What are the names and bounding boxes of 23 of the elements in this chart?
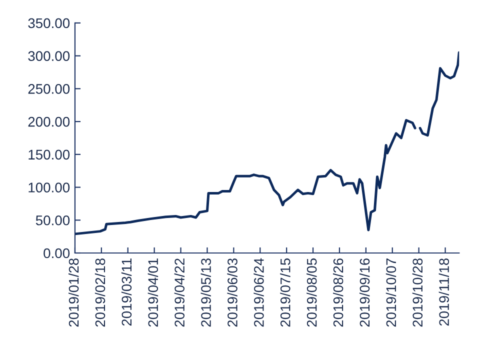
x-tick-label: 2019/04/01	[148, 258, 158, 327]
y-tick-label: 200.00	[28, 116, 70, 127]
x-tick-label: 2019/08/05	[306, 258, 317, 327]
y-tick-label: 0.00	[44, 248, 70, 258]
x-tick-label: 2019/09/16	[359, 258, 370, 327]
x-tick-label: 2019/08/26	[333, 258, 344, 327]
x-tick-label: 2019/05/13	[200, 258, 211, 327]
x-tick-label: 2019/06/24	[254, 258, 264, 327]
y-tick-label: 50.00	[36, 215, 70, 226]
x-tick-label: 2019/04/22	[174, 258, 184, 327]
y-tick-label: 250.00	[28, 84, 70, 94]
x-tick-label: 2019/06/03	[227, 258, 238, 327]
x-tick-label: 2019/10/28	[412, 258, 423, 327]
x-tick-label: 2019/10/07	[386, 258, 396, 327]
y-tick-label: 350.00	[28, 18, 70, 28]
y-tick-label: 150.00	[28, 150, 70, 160]
x-tick-label: 2019/07/15	[280, 258, 290, 327]
x-tick-label: 2019/11/18	[438, 258, 450, 326]
y-tick-label: 300.00	[28, 51, 70, 61]
x-tick-label: 2019/03/11	[121, 258, 132, 326]
x-tick-label: 2019/02/18	[94, 258, 106, 327]
y-tick-label: 100.00	[28, 182, 70, 192]
x-tick-label: 2019/01/28	[68, 258, 79, 327]
